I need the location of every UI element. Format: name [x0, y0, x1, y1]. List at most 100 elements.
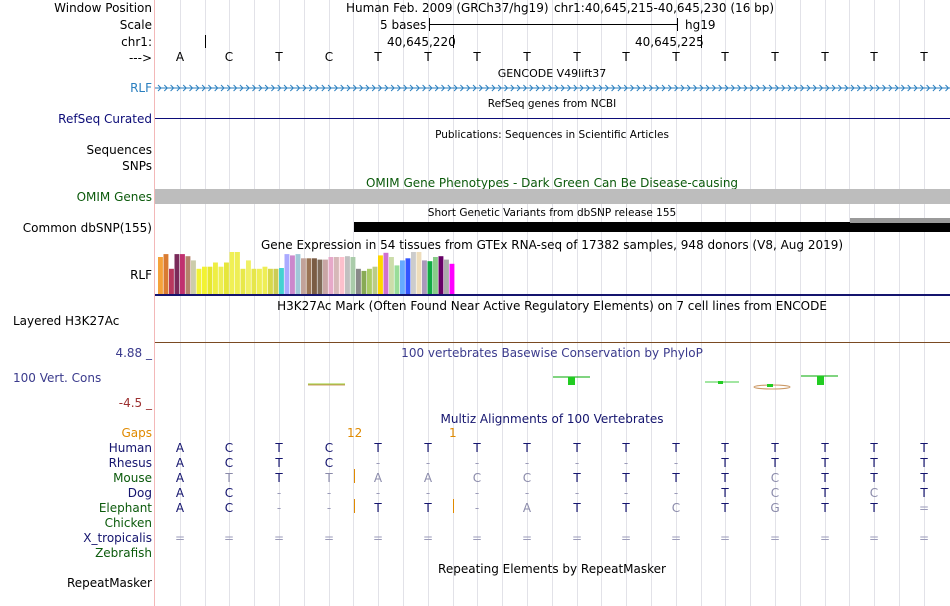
strand-chevron [245, 84, 250, 92]
sequence-base: T [523, 50, 531, 64]
alignment-base: = [719, 531, 731, 545]
strand-chevron [743, 84, 748, 92]
dbsnp-track-label[interactable]: Common dbSNP(155) [22, 221, 152, 235]
gtex-tissue-bar [295, 254, 301, 294]
alignment-base: T [920, 471, 928, 485]
gtex-tissue-bar [422, 260, 427, 294]
strand-chevron [208, 84, 213, 92]
alignment-base: T [870, 441, 878, 455]
sequences-label[interactable]: Sequences [86, 143, 152, 157]
strand-chevron [409, 84, 414, 92]
alignment-base: = [918, 501, 930, 515]
base-guide-line [304, 0, 305, 606]
multiz-track-title: Multiz Alignments of 100 Vertebrates [440, 412, 664, 426]
base-guide-line [626, 0, 627, 606]
gencode-gene-model[interactable] [155, 82, 950, 94]
strand-chevron [491, 84, 496, 92]
species-label[interactable]: Human [108, 441, 152, 455]
alignment-base: C [522, 471, 532, 485]
h3k27ac-track-title: H3K27Ac Mark (Often Found Near Active Re… [277, 299, 827, 313]
base-guide-line [254, 0, 255, 606]
strand-chevron [220, 84, 225, 92]
species-label[interactable]: Zebrafish [95, 546, 152, 560]
repeatmasker-track-label[interactable]: RepeatMasker [66, 576, 152, 590]
alignment-base: G [770, 501, 780, 515]
phylop-track-label[interactable]: 100 Vert. Cons [13, 371, 102, 385]
strand-chevron [504, 84, 509, 92]
alignment-base: T [920, 486, 928, 500]
strand-chevron [277, 84, 282, 92]
strand-chevron [195, 84, 200, 92]
gtex-tissue-bar [444, 259, 449, 294]
species-label[interactable]: Mouse [113, 471, 152, 485]
gtex-tissue-bar [235, 252, 240, 294]
h3k27ac-track-label[interactable]: Layered H3K27Ac [13, 314, 120, 328]
phylop-conservation-plot[interactable] [155, 370, 950, 394]
gtex-tissue-bar [389, 257, 394, 294]
gtex-expression-bars[interactable] [155, 251, 950, 297]
alignment-base: - [276, 501, 282, 515]
strand-chevron [302, 84, 307, 92]
alignment-base: T [622, 441, 630, 455]
alignment-base: T [920, 441, 928, 455]
alignment-base: C [671, 501, 681, 515]
strand-chevron [586, 84, 591, 92]
alignment-base: T [573, 501, 581, 515]
dbsnp-variant-bar-gray[interactable] [850, 218, 950, 223]
gtex-tissue-bar [191, 260, 196, 294]
species-label[interactable]: X_tropicalis [83, 531, 152, 545]
alignment-base: T [523, 441, 531, 455]
strand-chevron [264, 84, 269, 92]
omim-gene-bar[interactable] [155, 189, 950, 204]
alignment-base: T [424, 441, 432, 455]
dbsnp-variant-bar[interactable] [354, 222, 950, 232]
gtex-tissue-bar [158, 257, 163, 294]
species-label[interactable]: Rhesus [108, 456, 152, 470]
gtex-tissue-bar [218, 266, 224, 294]
alignment-base: T [473, 441, 481, 455]
strand-chevron [334, 84, 339, 92]
strand-chevron [787, 84, 792, 92]
alignment-base: T [325, 471, 333, 485]
strand-chevron [926, 84, 931, 92]
gtex-gene-label[interactable]: RLF [130, 268, 152, 282]
alignment-base: = [422, 531, 434, 545]
gtex-tissue-bar [312, 258, 317, 294]
refseq-gene-line[interactable] [155, 118, 950, 119]
omim-track-label[interactable]: OMIM Genes [76, 190, 152, 204]
strand-chevron [749, 84, 754, 92]
strand-chevron [422, 84, 427, 92]
alignment-base: T [771, 456, 779, 470]
species-label[interactable]: Elephant [98, 501, 152, 515]
alignment-base: T [821, 486, 829, 500]
refseq-track-label[interactable]: RefSeq Curated [58, 112, 152, 126]
alignment-base: T [821, 441, 829, 455]
gtex-tissue-bar [246, 260, 251, 294]
gtex-tissue-bar [202, 266, 207, 294]
snps-label[interactable]: SNPs [122, 159, 152, 173]
strand-chevron [296, 84, 301, 92]
position-text[interactable]: chr1:40,645,215-40,645,230 (16 bp) [554, 1, 775, 15]
alignment-base: - [574, 486, 580, 500]
alignment-base: T [821, 501, 829, 515]
gtex-tissue-bar [334, 257, 339, 294]
gencode-gene-label[interactable]: RLF [130, 81, 152, 95]
gtex-tissue-bar [328, 257, 334, 294]
sequence-base: T [424, 50, 432, 64]
strand-chevron [201, 84, 206, 92]
species-label[interactable]: Dog [127, 486, 152, 500]
alignment-base: C [324, 441, 334, 455]
scale-bar-right-tick [677, 18, 678, 31]
scale-bar [429, 24, 677, 25]
species-label[interactable]: Chicken [104, 516, 152, 530]
alignment-base: T [622, 471, 630, 485]
alignment-base: T [622, 501, 630, 515]
sequence-base: T [870, 50, 878, 64]
strand-chevron [756, 84, 761, 92]
alignment-base: = [273, 531, 285, 545]
strand-chevron [478, 84, 484, 92]
gtex-tissue-bar [257, 268, 262, 294]
strand-chevron [699, 84, 704, 92]
alignment-base: C [224, 501, 234, 515]
assembly-text: Human Feb. 2009 (GRCh37/hg19) [346, 1, 549, 15]
